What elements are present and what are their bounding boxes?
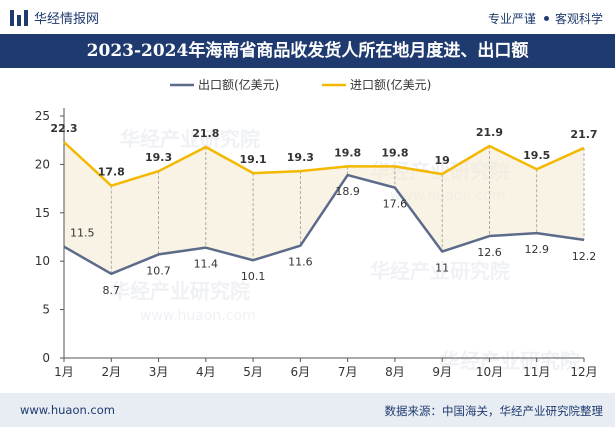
x-tick-label: 6月 [291, 365, 311, 379]
brand[interactable]: 华经情报网 [10, 8, 99, 27]
x-tick-label: 3月 [149, 365, 169, 379]
watermark-text: 华经产业研究院 [110, 279, 250, 303]
bullet-dot-icon [543, 16, 549, 21]
y-tick-label: 20 [35, 157, 50, 171]
watermark-text: 华经产业研究院 [120, 127, 260, 151]
x-tick-label: 12月 [570, 365, 597, 379]
x-tick-label: 10月 [476, 365, 503, 379]
export-data-label: 12.2 [572, 250, 597, 263]
footer: www.huaon.com 数据来源：中国海关，华经产业研究院整理 [0, 393, 615, 427]
legend-export-label: 出口额(亿美元) [198, 77, 279, 92]
import-data-label: 17.8 [98, 166, 125, 179]
watermark-text: 华经产业研究院 [440, 349, 580, 373]
import-line [63, 141, 585, 187]
y-tick-label: 0 [42, 351, 50, 365]
y-tick-label: 10 [35, 254, 50, 268]
range-band [64, 142, 584, 274]
x-tick-label: 2月 [101, 365, 121, 379]
chart-title: 2023-2024年海南省商品收发货人所在地月度进、出口额 [0, 34, 615, 68]
import-data-label: 19.8 [334, 146, 361, 159]
export-data-label: 11 [435, 262, 449, 275]
export-data-label: 12.6 [477, 246, 502, 259]
export-data-label: 8.7 [103, 284, 121, 297]
tagline: 专业严谨 客观科学 [488, 10, 603, 27]
import-data-label: 19 [435, 154, 450, 167]
export-data-label: 10.1 [241, 270, 266, 283]
x-tick-label: 4月 [196, 365, 216, 379]
export-data-label: 11.4 [194, 258, 219, 271]
export-data-label: 17.6 [383, 198, 408, 211]
y-tick-label: 25 [35, 109, 50, 123]
x-tick-label: 1月 [54, 365, 74, 379]
watermark-text: www.huaon.com [140, 308, 256, 324]
import-data-label: 19.1 [240, 153, 267, 166]
logo-icon [10, 9, 28, 26]
watermark-text: 华经产业研究院 [370, 259, 510, 283]
export-data-label: 11.5 [70, 227, 95, 240]
import-data-label: 19.3 [145, 151, 172, 164]
import-data-label: 19.5 [523, 149, 550, 162]
top-bar: 华经情报网 专业严谨 客观科学 [0, 0, 615, 34]
export-data-label: 11.6 [288, 256, 313, 269]
tagline-right: 客观科学 [554, 12, 603, 26]
data-source: 数据来源：中国海关，华经产业研究院整理 [384, 404, 604, 418]
x-tick-label: 7月 [338, 365, 358, 379]
x-tick-label: 5月 [243, 365, 263, 379]
import-data-label: 22.3 [50, 122, 77, 135]
export-data-label: 12.9 [524, 243, 549, 256]
export-data-label: 10.7 [146, 264, 171, 277]
x-tick-label: 9月 [432, 365, 452, 379]
import-data-label: 21.8 [192, 127, 219, 140]
y-tick-label: 15 [35, 206, 50, 220]
import-data-label: 21.7 [570, 128, 597, 141]
import-data-label: 19.3 [287, 151, 314, 164]
import-data-label: 19.8 [381, 146, 408, 159]
tagline-left: 专业严谨 [487, 12, 536, 26]
export-data-label: 18.9 [335, 185, 360, 198]
legend-import-label: 进口额(亿美元) [350, 77, 431, 92]
export-line [63, 173, 585, 276]
x-tick-label: 8月 [385, 365, 405, 379]
x-tick-label: 11月 [523, 365, 550, 379]
footer-site-link[interactable]: www.huaon.com [20, 403, 115, 417]
line-chart: 华经产业研究院华经产业研究院华经产业研究院华经产业研究院华经产业研究院www.h… [35, 77, 598, 379]
brand-name: 华经情报网 [34, 12, 100, 27]
y-tick-label: 5 [42, 303, 50, 317]
import-data-label: 21.9 [476, 126, 503, 139]
